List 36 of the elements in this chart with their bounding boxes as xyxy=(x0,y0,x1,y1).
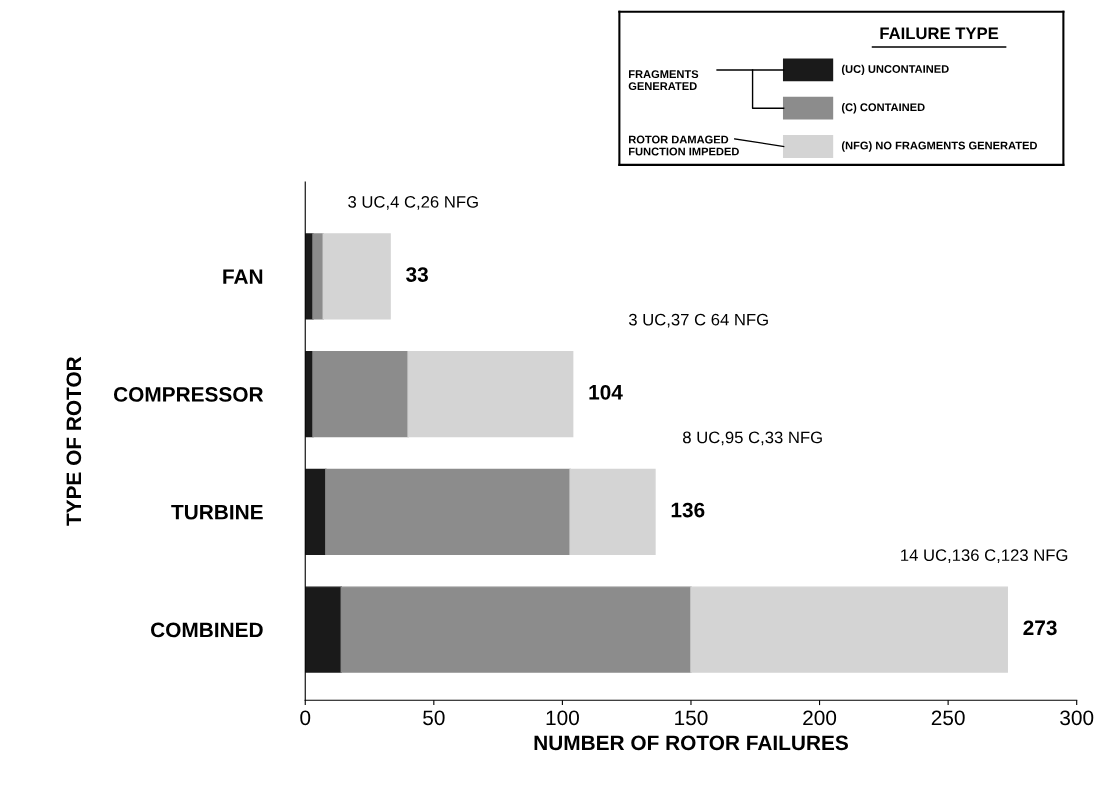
bar xyxy=(340,586,692,673)
x-tick-label: 250 xyxy=(931,710,965,726)
x-tick-label: 50 xyxy=(423,710,445,726)
y-tick-label: COMBINED xyxy=(151,622,263,638)
bar xyxy=(305,586,342,673)
y-tick-label: FAN xyxy=(223,269,263,284)
y-tick-label: TURBINE xyxy=(171,505,263,520)
total-label: 273 xyxy=(1023,620,1057,636)
y-tick-label: COMPRESSOR xyxy=(113,387,264,402)
annotation: 3 UC,37 C 64 NFG xyxy=(628,313,768,328)
total-label: 33 xyxy=(406,267,428,282)
bar xyxy=(690,586,1008,673)
x-tick-label: 150 xyxy=(675,710,708,726)
total-label: 104 xyxy=(589,384,623,400)
legend-label: (UC) UNCONTAINED xyxy=(841,64,949,76)
text: FRAGMENTS GENERATED xyxy=(628,70,699,91)
legend-label: (C) CONTAINED xyxy=(841,103,925,114)
x-tick-label: 100 xyxy=(546,710,579,726)
total-label: 136 xyxy=(671,502,705,518)
x-tick-label: 300 xyxy=(1060,710,1094,726)
text: ROTOR DAMAGED FUNCTION IMPEDED xyxy=(629,135,739,156)
x-tick-label: 200 xyxy=(803,710,837,726)
annotation: 8 UC,95 C,33 NFG xyxy=(683,431,822,446)
legend-label: (NFG) NO FRAGMENTS GENERATED xyxy=(841,141,1037,152)
annotation: 14 UC,136 C,123 NFG xyxy=(901,549,1068,564)
x-axis-title: NUMBER OF ROTOR FAILURES xyxy=(534,735,848,751)
bar xyxy=(312,233,324,320)
bar xyxy=(325,468,571,555)
bar xyxy=(322,233,391,320)
annotation: 3 UC,4 C,26 NFG xyxy=(348,195,478,210)
x-tick-label: 0 xyxy=(300,710,311,726)
y-axis-title: TYPE OF ROTOR xyxy=(66,356,82,526)
bar xyxy=(407,350,574,438)
bar xyxy=(312,350,409,438)
bar xyxy=(569,468,656,555)
legend-title: FAILURE TYPE xyxy=(880,27,999,40)
